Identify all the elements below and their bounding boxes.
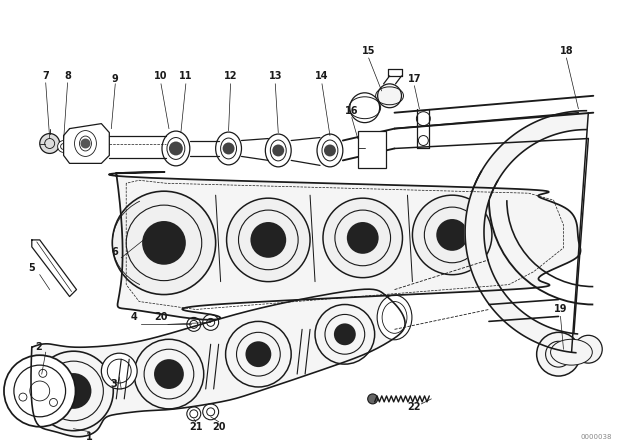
Circle shape: [246, 341, 271, 367]
Circle shape: [350, 93, 380, 123]
Circle shape: [378, 84, 401, 108]
Circle shape: [34, 351, 113, 431]
Circle shape: [227, 198, 310, 282]
Circle shape: [347, 222, 379, 254]
Circle shape: [223, 142, 234, 155]
Circle shape: [142, 221, 186, 265]
Circle shape: [537, 332, 580, 376]
Text: 4: 4: [131, 312, 138, 323]
Circle shape: [187, 318, 201, 332]
Polygon shape: [63, 124, 109, 164]
Text: 10: 10: [154, 71, 168, 81]
Text: 19: 19: [554, 305, 567, 314]
Text: 8: 8: [64, 71, 71, 81]
Text: 5: 5: [28, 263, 35, 273]
Polygon shape: [465, 171, 577, 353]
Circle shape: [187, 407, 201, 421]
Text: 20: 20: [212, 422, 225, 432]
Ellipse shape: [216, 132, 241, 165]
Circle shape: [101, 353, 137, 389]
Text: 18: 18: [559, 46, 573, 56]
Circle shape: [250, 222, 286, 258]
Circle shape: [225, 321, 291, 387]
Polygon shape: [109, 172, 580, 320]
Circle shape: [324, 145, 336, 156]
Circle shape: [154, 359, 184, 389]
Circle shape: [169, 142, 183, 155]
Text: 7: 7: [42, 71, 49, 81]
Text: 20: 20: [154, 312, 168, 323]
Circle shape: [134, 339, 204, 409]
Circle shape: [272, 145, 284, 156]
Text: 9: 9: [112, 74, 118, 84]
Ellipse shape: [550, 339, 592, 365]
Circle shape: [323, 198, 403, 278]
Text: 12: 12: [224, 71, 237, 81]
Circle shape: [81, 138, 90, 148]
Circle shape: [4, 355, 76, 427]
Text: 16: 16: [345, 106, 358, 116]
Text: 14: 14: [316, 71, 329, 81]
Circle shape: [203, 404, 219, 420]
Text: 11: 11: [179, 71, 193, 81]
Ellipse shape: [162, 131, 190, 166]
Text: 22: 22: [408, 402, 421, 412]
Text: 17: 17: [408, 74, 421, 84]
Ellipse shape: [377, 295, 412, 340]
Polygon shape: [472, 111, 586, 197]
Circle shape: [368, 394, 378, 404]
Circle shape: [334, 323, 356, 345]
Circle shape: [112, 191, 216, 294]
FancyBboxPatch shape: [358, 130, 385, 168]
Circle shape: [315, 305, 374, 364]
Circle shape: [412, 195, 492, 275]
Circle shape: [436, 219, 468, 251]
Circle shape: [40, 134, 60, 154]
Text: 0000038: 0000038: [580, 434, 612, 439]
Text: 2: 2: [35, 342, 42, 352]
Text: 3: 3: [110, 379, 116, 389]
Text: 21: 21: [189, 422, 202, 432]
Polygon shape: [32, 240, 77, 297]
Circle shape: [203, 314, 219, 330]
Text: 6: 6: [111, 247, 118, 257]
Text: 1: 1: [86, 432, 93, 442]
Circle shape: [575, 335, 602, 363]
Circle shape: [58, 141, 70, 152]
Ellipse shape: [317, 134, 343, 167]
Text: 13: 13: [269, 71, 282, 81]
Circle shape: [56, 373, 92, 409]
Text: 15: 15: [362, 46, 376, 56]
Polygon shape: [31, 289, 405, 437]
Ellipse shape: [266, 134, 291, 167]
